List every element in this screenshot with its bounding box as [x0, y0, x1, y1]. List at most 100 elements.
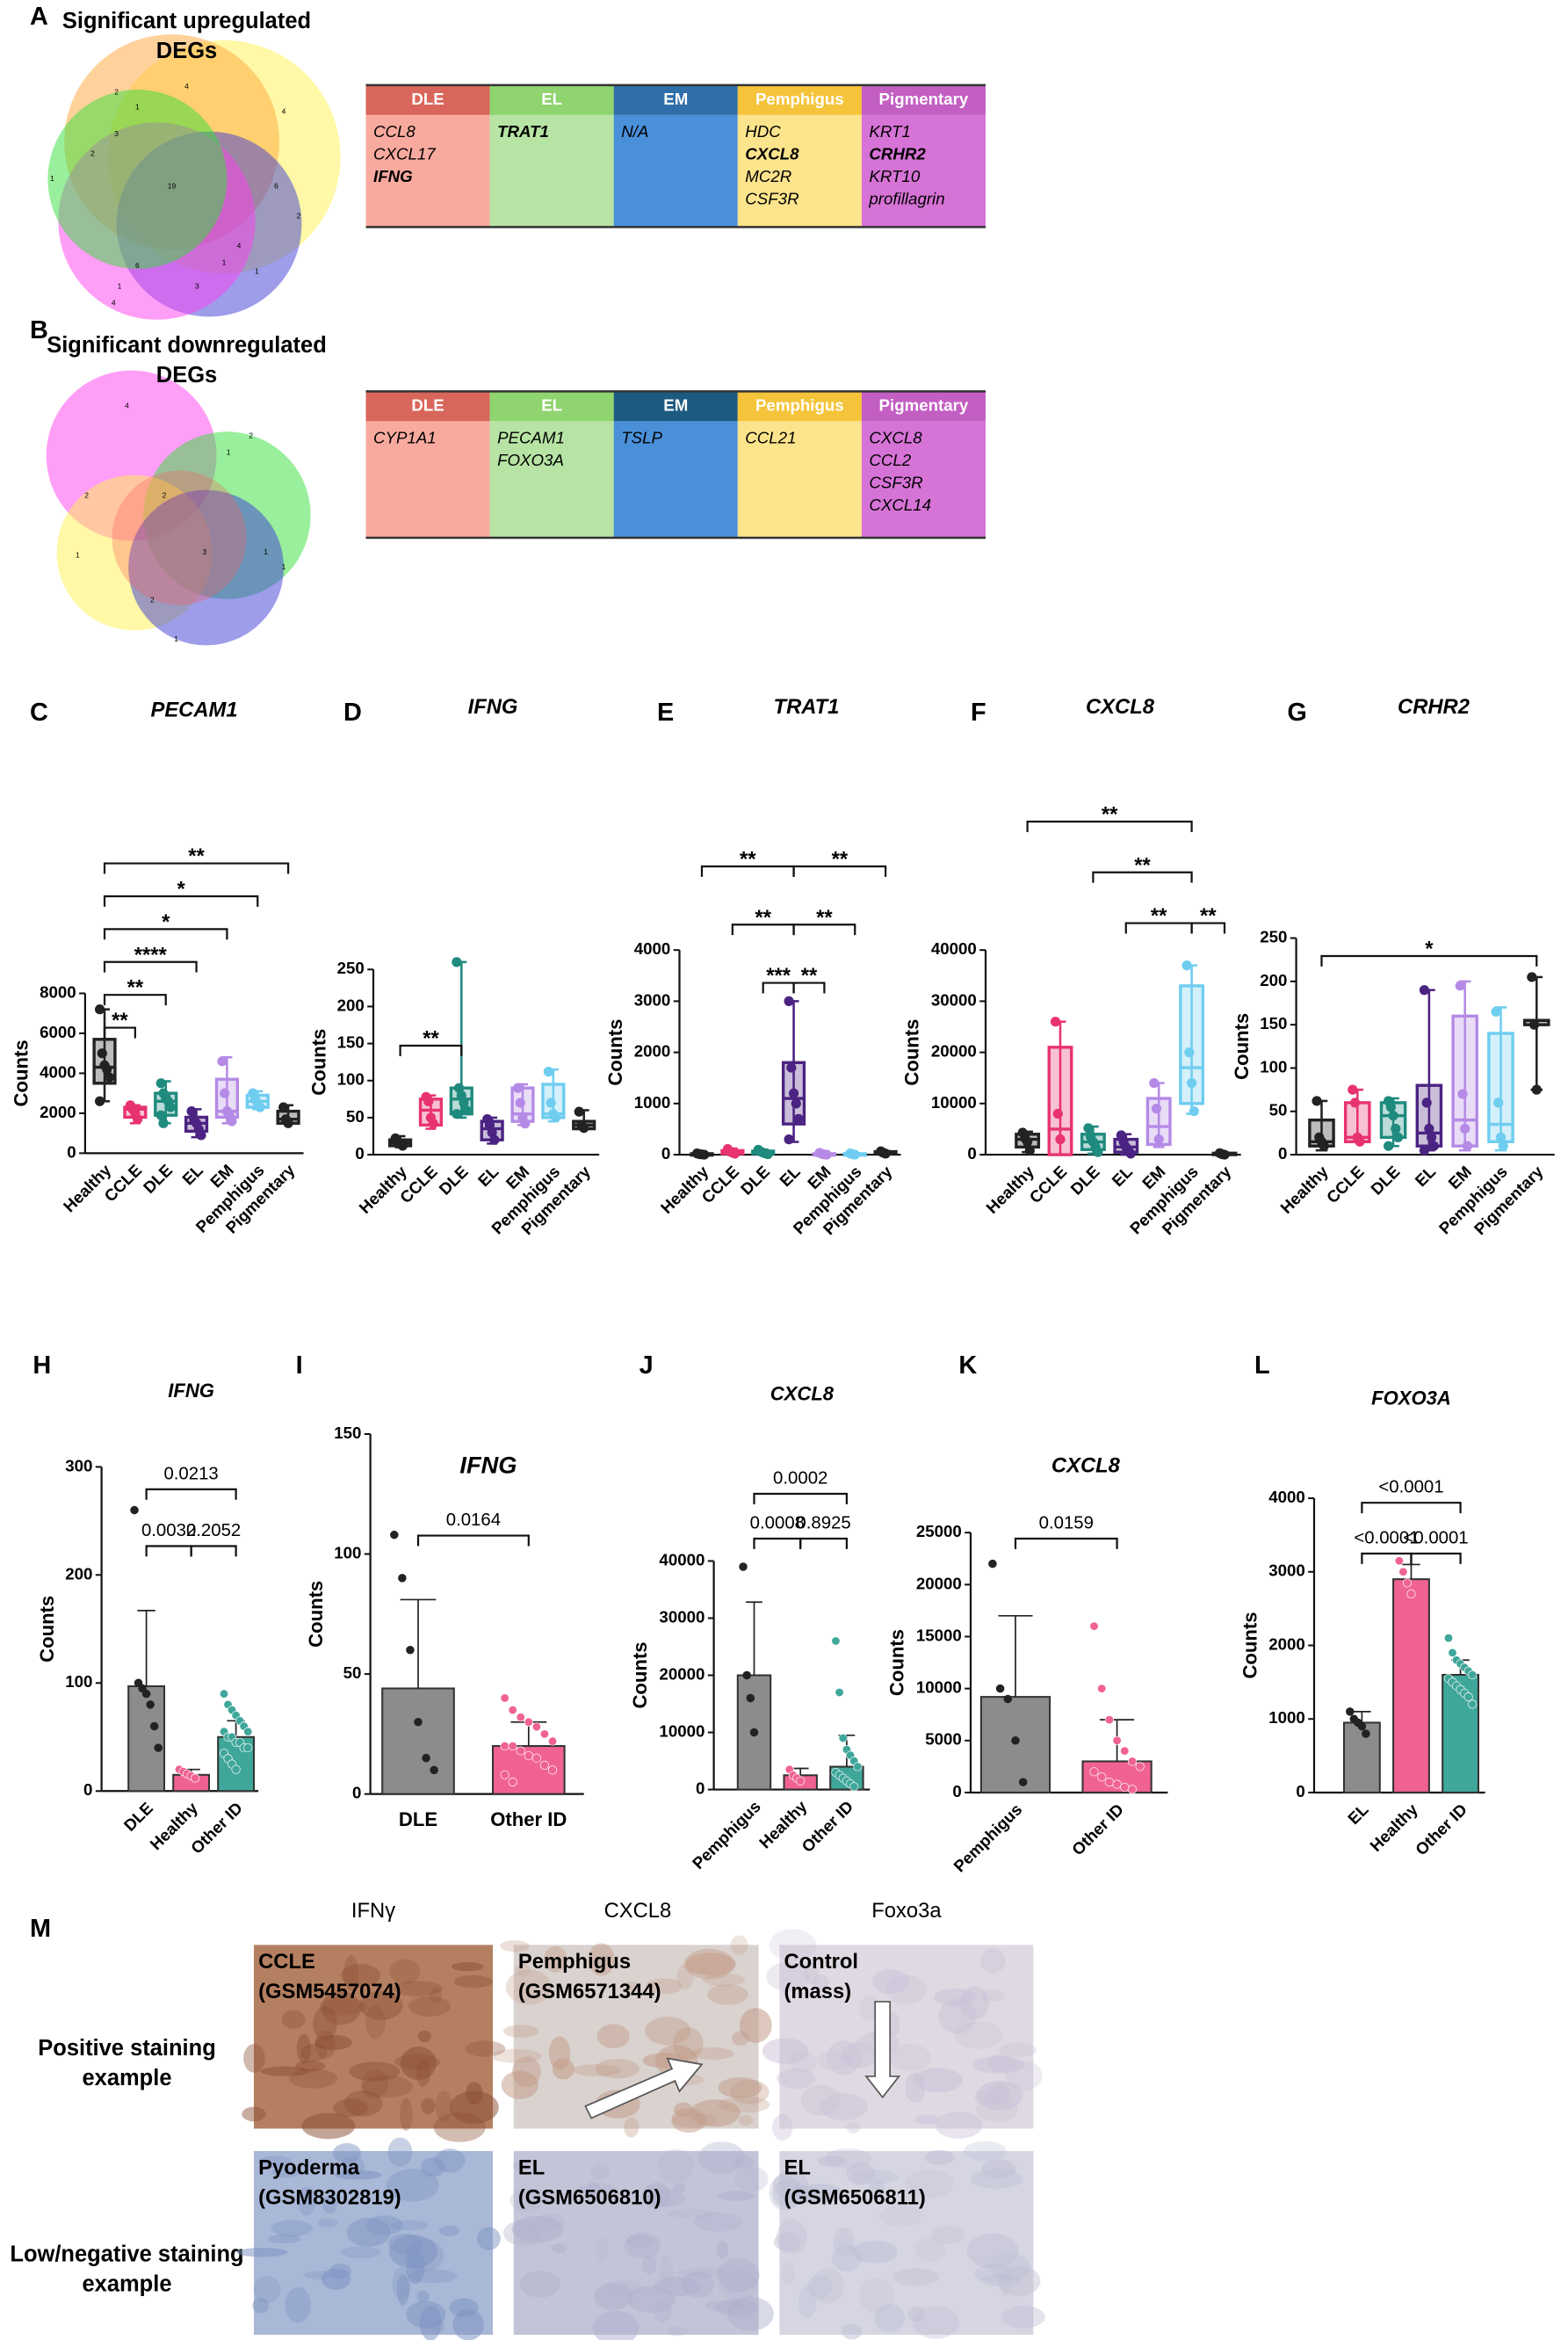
texture	[693, 2212, 743, 2232]
gene: PECAM1	[497, 429, 565, 447]
texture	[846, 2163, 875, 2185]
data-point	[1421, 1098, 1432, 1108]
texture	[718, 2191, 755, 2201]
y-tick-label: 5000	[925, 1730, 962, 1749]
texture	[453, 1974, 493, 1989]
texture	[298, 2186, 316, 2216]
texture	[999, 2273, 1012, 2297]
data-point	[995, 1684, 1005, 1693]
texture	[258, 2155, 293, 2169]
data-point	[784, 996, 794, 1007]
data-point	[154, 1743, 163, 1752]
texture	[817, 2155, 846, 2167]
texture	[934, 1988, 976, 2007]
data-point	[1125, 1148, 1136, 1159]
venn-count: 2	[297, 212, 301, 221]
data-point	[579, 1123, 589, 1134]
data-point	[155, 1110, 166, 1120]
texture	[301, 2112, 356, 2140]
texture	[796, 2183, 844, 2204]
significance-label: **	[755, 906, 771, 930]
data-point	[461, 1105, 472, 1116]
data-point	[1460, 1123, 1470, 1134]
significance-label: **	[832, 847, 849, 871]
data-point	[155, 1078, 166, 1089]
gene: IFNG	[373, 167, 413, 185]
data-point	[1457, 1089, 1468, 1099]
texture	[997, 2265, 1041, 2297]
texture	[421, 2157, 445, 2177]
texture	[1005, 2060, 1043, 2091]
table-header: Pemphigus	[755, 90, 844, 108]
data-point	[1097, 1772, 1107, 1782]
data-point	[1362, 1729, 1370, 1738]
texture	[938, 1998, 977, 2034]
texture	[340, 2155, 365, 2176]
texture	[924, 2149, 955, 2165]
texture	[806, 2275, 833, 2299]
column-header: CXCL8	[604, 1899, 672, 1923]
data-point	[550, 1112, 561, 1123]
x-tick-label: Other ID	[490, 1808, 567, 1830]
data-point	[574, 1106, 584, 1117]
significance-bracket	[1026, 820, 1193, 832]
data-point	[132, 1114, 143, 1125]
significance-label: 0.0159	[1039, 1513, 1094, 1532]
data-point	[243, 1742, 253, 1753]
texture	[511, 2215, 563, 2243]
y-axis-label: Counts	[604, 1019, 626, 1086]
data-point	[1349, 1098, 1361, 1108]
venn-count: 6	[135, 261, 140, 270]
texture	[596, 2024, 630, 2049]
x-tick-label: Pemphigus	[950, 1800, 1025, 1875]
significance-label: 0.0213	[163, 1464, 218, 1483]
data-point	[500, 1693, 509, 1703]
texture	[646, 1978, 683, 1995]
significance-label: <0.0001	[1378, 1478, 1443, 1497]
texture	[314, 2030, 336, 2059]
texture	[627, 2286, 676, 2314]
texture	[697, 2141, 746, 2175]
significance-bracket	[103, 994, 167, 1006]
data-point	[130, 1505, 139, 1515]
texture	[313, 2006, 337, 2041]
texture	[288, 2068, 338, 2089]
x-tick-label: Other ID	[1068, 1800, 1127, 1858]
texture	[416, 2290, 430, 2303]
panel-letter: B	[30, 316, 48, 344]
texture	[868, 2179, 885, 2201]
y-tick-label: 50	[343, 1663, 362, 1682]
texture	[739, 2008, 772, 2043]
texture	[739, 2114, 754, 2126]
venn-count: 3	[203, 547, 207, 556]
data-point	[217, 1056, 228, 1067]
data-point	[430, 1765, 438, 1775]
chart-title: IFNG	[459, 1452, 517, 1479]
texture	[681, 2271, 715, 2298]
texture	[653, 2276, 701, 2297]
data-point	[508, 1777, 517, 1787]
texture	[705, 2300, 743, 2313]
data-point	[1104, 1715, 1115, 1725]
panel-letter: E	[657, 699, 674, 727]
texture	[674, 2102, 693, 2118]
texture	[548, 2036, 571, 2070]
data-point	[1003, 1694, 1013, 1704]
texture	[974, 2090, 989, 2105]
texture	[804, 1962, 819, 1985]
y-axis-label: Counts	[10, 1040, 32, 1106]
texture	[817, 2050, 853, 2071]
venn-count: 2	[84, 491, 89, 500]
venn-count: 3	[114, 129, 119, 138]
significance-bracket	[399, 1044, 463, 1056]
table-header-cell	[365, 84, 490, 115]
table-body-cell	[489, 114, 614, 228]
data-point	[1355, 1136, 1365, 1147]
histology-image	[762, 1929, 1043, 2141]
venn-set	[128, 489, 285, 646]
data-point	[1112, 1735, 1122, 1745]
y-tick-label: 1000	[1268, 1708, 1305, 1727]
data-point	[146, 1700, 155, 1709]
texture	[534, 2213, 566, 2230]
data-point	[1398, 1567, 1408, 1576]
